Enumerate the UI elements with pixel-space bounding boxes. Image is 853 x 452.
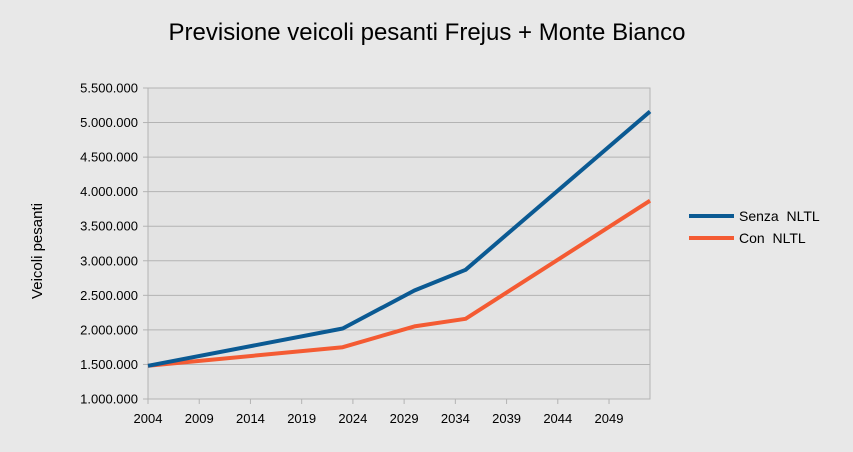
- y-axis-ticks: 1.000.000 1.500.000 2.000.000 2.500.000 3.00…: [80, 81, 148, 407]
- y-tick-label: 4.500.000: [80, 150, 138, 165]
- x-axis-ticks: 2004 2009 2014 2019 2024 2029 2034 2039 2044 2049: [134, 399, 624, 426]
- x-tick-label: 2039: [492, 411, 521, 426]
- y-tick-label: 5.500.000: [80, 81, 138, 96]
- y-tick-label: 4.000.000: [80, 184, 138, 199]
- y-tick-label: 5.000.000: [80, 115, 138, 130]
- legend: Senza NLTL Con NLTL: [689, 208, 820, 246]
- legend-label: Con NLTL: [739, 230, 806, 246]
- x-tick-label: 2019: [287, 411, 316, 426]
- y-tick-label: 2.000.000: [80, 322, 138, 337]
- x-tick-label: 2034: [441, 411, 470, 426]
- x-tick-label: 2029: [390, 411, 419, 426]
- x-tick-label: 2009: [185, 411, 214, 426]
- y-tick-label: 3.000.000: [80, 253, 138, 268]
- x-tick-label: 2024: [338, 411, 367, 426]
- y-axis-label: Veicoli pesanti: [29, 203, 46, 299]
- y-tick-label: 2.500.000: [80, 288, 138, 303]
- chart-title: Previsione veicoli pesanti Frejus + Mont…: [169, 19, 686, 46]
- x-tick-label: 2049: [595, 411, 624, 426]
- y-tick-label: 1.000.000: [80, 392, 138, 407]
- plot-area: [147, 87, 651, 400]
- x-tick-label: 2044: [543, 411, 572, 426]
- series-line: [147, 199, 652, 368]
- series-line: [147, 109, 652, 368]
- y-tick-label: 3.500.000: [80, 219, 138, 234]
- grid-lines: [148, 122, 650, 365]
- series-lines: [147, 109, 652, 368]
- legend-label: Senza NLTL: [739, 208, 820, 224]
- x-tick-label: 2004: [134, 411, 163, 426]
- x-tick-label: 2014: [236, 411, 265, 426]
- y-tick-label: 1.500.000: [80, 357, 138, 372]
